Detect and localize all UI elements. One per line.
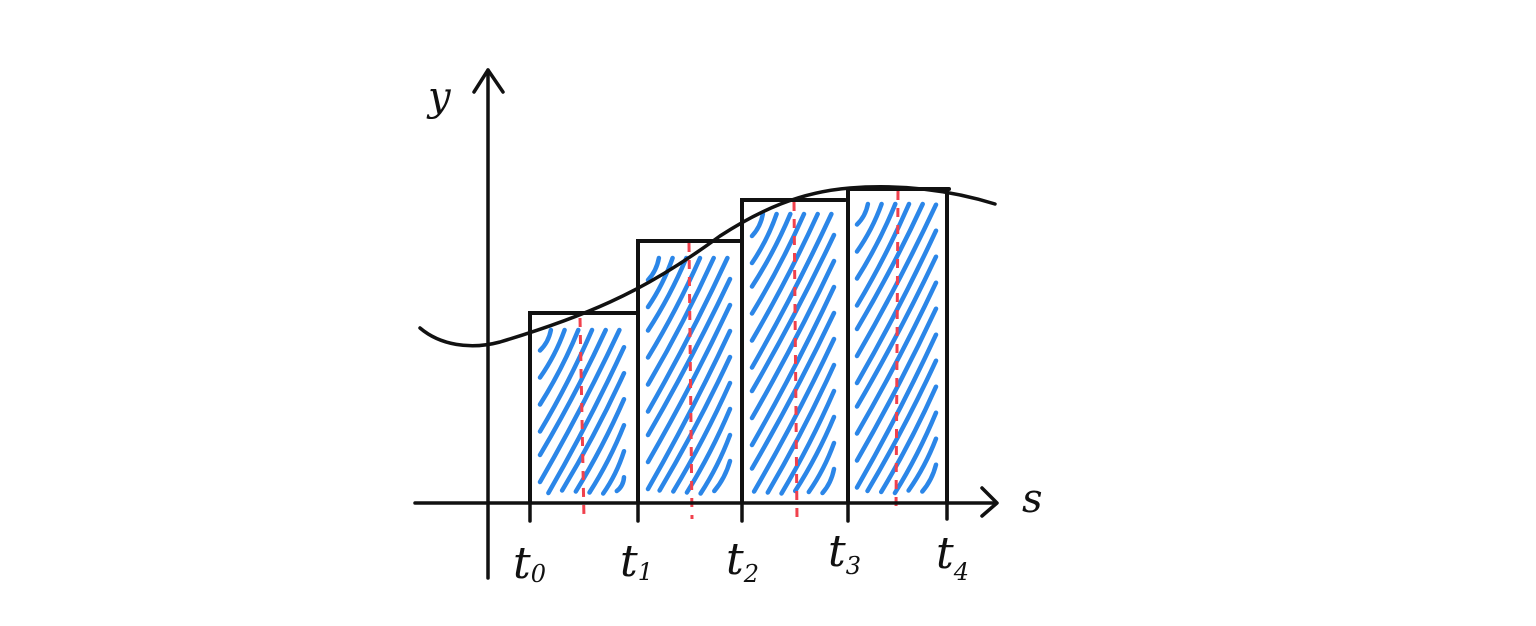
t4-label-sub: 4 bbox=[953, 558, 969, 586]
t0-label-main: t bbox=[513, 538, 531, 589]
hatch-stroke bbox=[765, 362, 837, 495]
axes bbox=[413, 68, 999, 580]
hatch-stroke bbox=[645, 255, 703, 360]
hatch-stroke bbox=[779, 388, 837, 496]
hatch-stroke bbox=[749, 211, 820, 343]
rectangle-3 bbox=[740, 198, 847, 505]
x-axis-label: s bbox=[1022, 476, 1043, 522]
hatch-stroke bbox=[537, 327, 595, 434]
t1-label: t1 bbox=[620, 536, 653, 587]
hatch-stroke bbox=[587, 422, 627, 495]
t3-label-sub: 3 bbox=[846, 552, 861, 580]
hatch-stroke bbox=[749, 284, 837, 448]
hatch-stroke bbox=[537, 327, 554, 353]
hatch-stroke bbox=[559, 370, 627, 493]
rectangle-2 bbox=[636, 239, 743, 505]
hatch-stroke bbox=[854, 201, 925, 332]
hatch-stroke bbox=[854, 228, 939, 386]
sample-lines bbox=[578, 190, 900, 520]
tick-marks bbox=[528, 501, 949, 523]
hatch-stroke bbox=[537, 327, 581, 407]
y-axis-arrowhead bbox=[472, 68, 505, 94]
hatch-stroke bbox=[854, 201, 884, 254]
t4-label-main: t bbox=[936, 528, 954, 579]
y-axis-label: y bbox=[426, 74, 452, 120]
t0-label: t0 bbox=[513, 538, 546, 589]
hatch-stroke bbox=[749, 211, 834, 370]
hatch-stroke bbox=[854, 280, 939, 436]
hatch-stroke bbox=[878, 384, 939, 495]
hatch-stroke bbox=[546, 344, 627, 496]
hatch-stroke bbox=[749, 211, 793, 289]
hatch-stroke bbox=[600, 448, 627, 496]
sample-line-3 bbox=[792, 201, 799, 520]
t4-label: t4 bbox=[936, 528, 969, 586]
rectangle-1 bbox=[528, 311, 638, 505]
hatch-stroke bbox=[645, 255, 689, 333]
hatch-stroke bbox=[749, 211, 807, 316]
hatch-stroke bbox=[645, 328, 733, 492]
hatch-stroke bbox=[820, 466, 837, 496]
hatch-stroke bbox=[865, 358, 939, 494]
hatch-stroke bbox=[645, 255, 716, 387]
sample-line-2 bbox=[687, 242, 694, 520]
hatch-stroke bbox=[854, 201, 871, 227]
hatch-stroke bbox=[749, 211, 766, 239]
t2-label-main: t bbox=[726, 534, 744, 585]
hatch-stroke bbox=[712, 458, 733, 494]
t2-label-sub: 2 bbox=[743, 560, 759, 588]
hatch-stroke bbox=[806, 440, 837, 495]
hatch-stroke bbox=[920, 462, 939, 494]
hatch-stroke bbox=[906, 436, 939, 493]
x-axis-arrowhead bbox=[980, 486, 999, 518]
t0-label-sub: 0 bbox=[531, 560, 546, 588]
sample-line-4 bbox=[894, 190, 900, 513]
t1-label-main: t bbox=[620, 536, 638, 587]
hatch-stroke bbox=[892, 410, 939, 496]
hatch-stroke bbox=[854, 201, 912, 308]
hatch-stroke bbox=[749, 232, 837, 394]
function-curve bbox=[418, 185, 997, 348]
hatch-stroke bbox=[614, 474, 627, 494]
hatch-stroke bbox=[537, 327, 608, 458]
t3-label: t3 bbox=[828, 526, 861, 580]
hatch-stroke bbox=[573, 396, 627, 494]
hatch-stroke bbox=[657, 354, 733, 493]
hatch-stroke bbox=[749, 211, 779, 266]
t2-label: t2 bbox=[726, 534, 759, 588]
hatch-stroke bbox=[854, 201, 898, 281]
hatch-stroke bbox=[698, 432, 733, 496]
hatch-stroke bbox=[645, 255, 662, 283]
t1-label-sub: 1 bbox=[638, 558, 653, 586]
hatch-stroke bbox=[671, 380, 733, 494]
t3-label-main: t bbox=[828, 526, 846, 577]
hatch-stroke bbox=[751, 336, 837, 494]
partition-labels: t0 t1 t2 t3 t4 bbox=[513, 526, 969, 589]
hatch-stroke bbox=[645, 255, 675, 310]
hatch-stroke bbox=[645, 276, 733, 438]
hatch-stroke bbox=[792, 414, 837, 494]
area-hatching bbox=[537, 201, 939, 496]
hatch-stroke bbox=[537, 327, 567, 380]
